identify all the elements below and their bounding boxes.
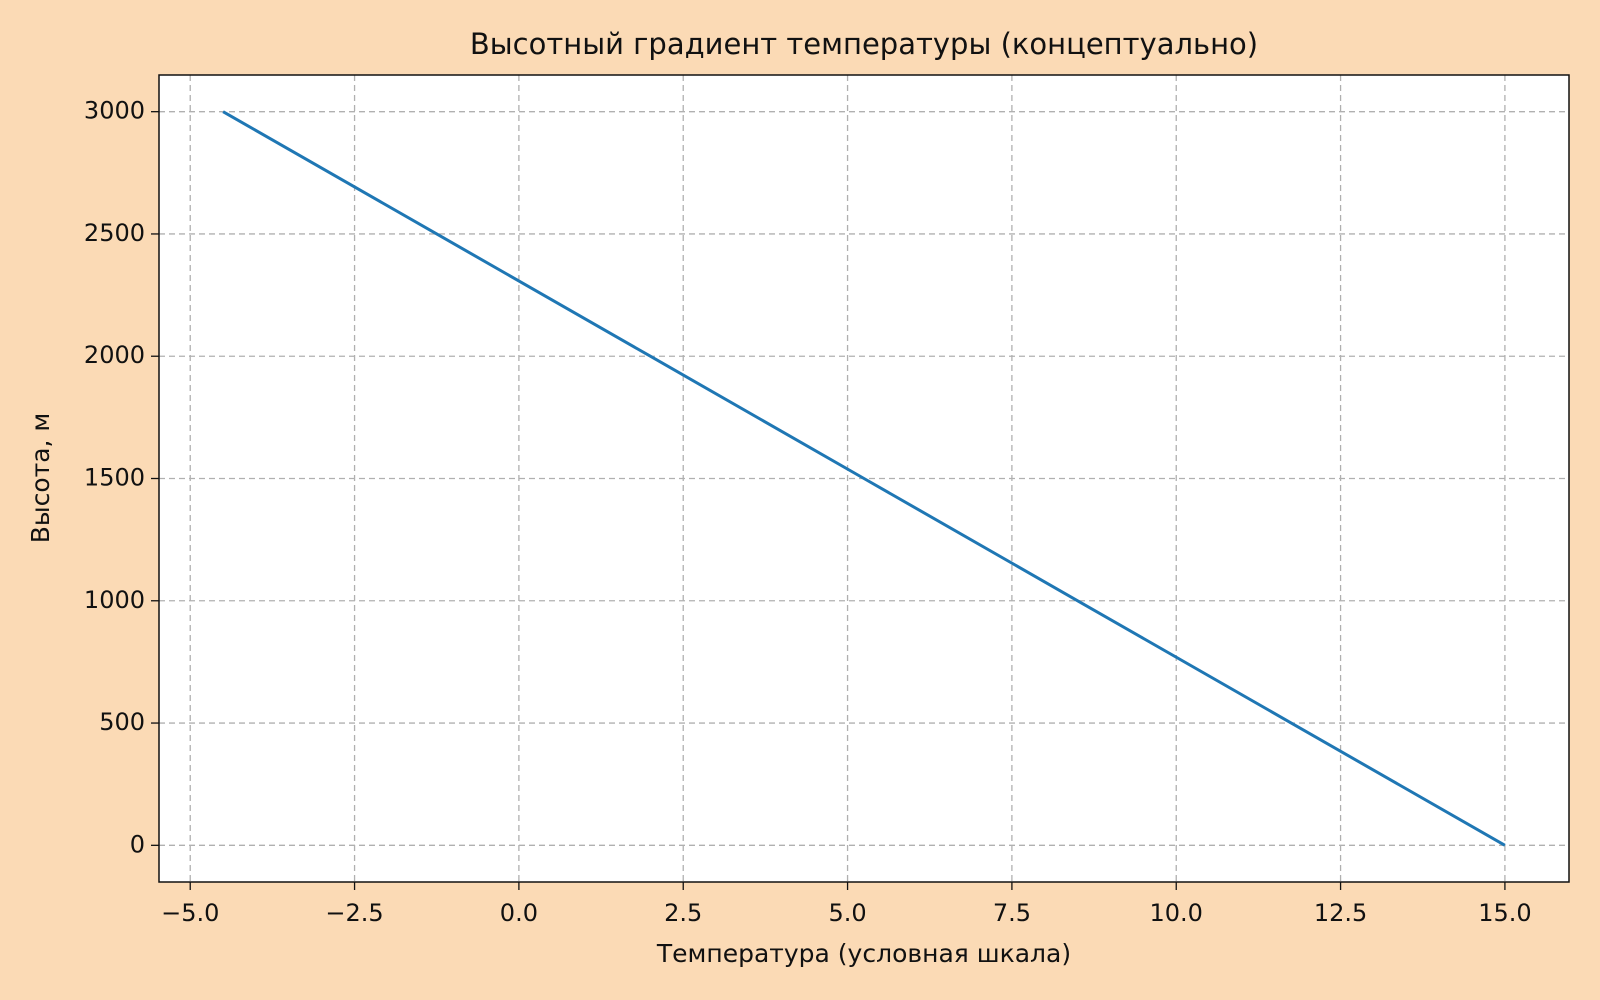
x-tick-label: 0.0 [500, 899, 538, 927]
grid [159, 75, 1569, 882]
x-tick-label: 2.5 [664, 899, 702, 927]
x-tick-label: 5.0 [828, 899, 866, 927]
x-axis-label: Температура (условная шкала) [656, 939, 1071, 968]
marks [222, 110, 1506, 847]
chart-title: Высотный градиент температуры (концептуа… [470, 27, 1258, 61]
x-tick-label: 7.5 [993, 899, 1031, 927]
x-tick-label: 15.0 [1478, 899, 1531, 927]
line-series [222, 110, 1506, 847]
y-tick-label: 2500 [84, 219, 145, 247]
x-tick-label: −5.0 [161, 899, 219, 927]
y-axis-label: Высота, м [26, 413, 55, 544]
x-tick-label: −2.5 [325, 899, 383, 927]
x-tick-label: 12.5 [1314, 899, 1367, 927]
y-tick-label: 3000 [84, 97, 145, 125]
y-tick-label: 1500 [84, 464, 145, 492]
y-tick-label: 500 [99, 708, 145, 736]
x-tick-label: 10.0 [1150, 899, 1203, 927]
y-tick-label: 0 [130, 830, 145, 858]
y-tick-label: 2000 [84, 341, 145, 369]
y-tick-label: 1000 [84, 586, 145, 614]
